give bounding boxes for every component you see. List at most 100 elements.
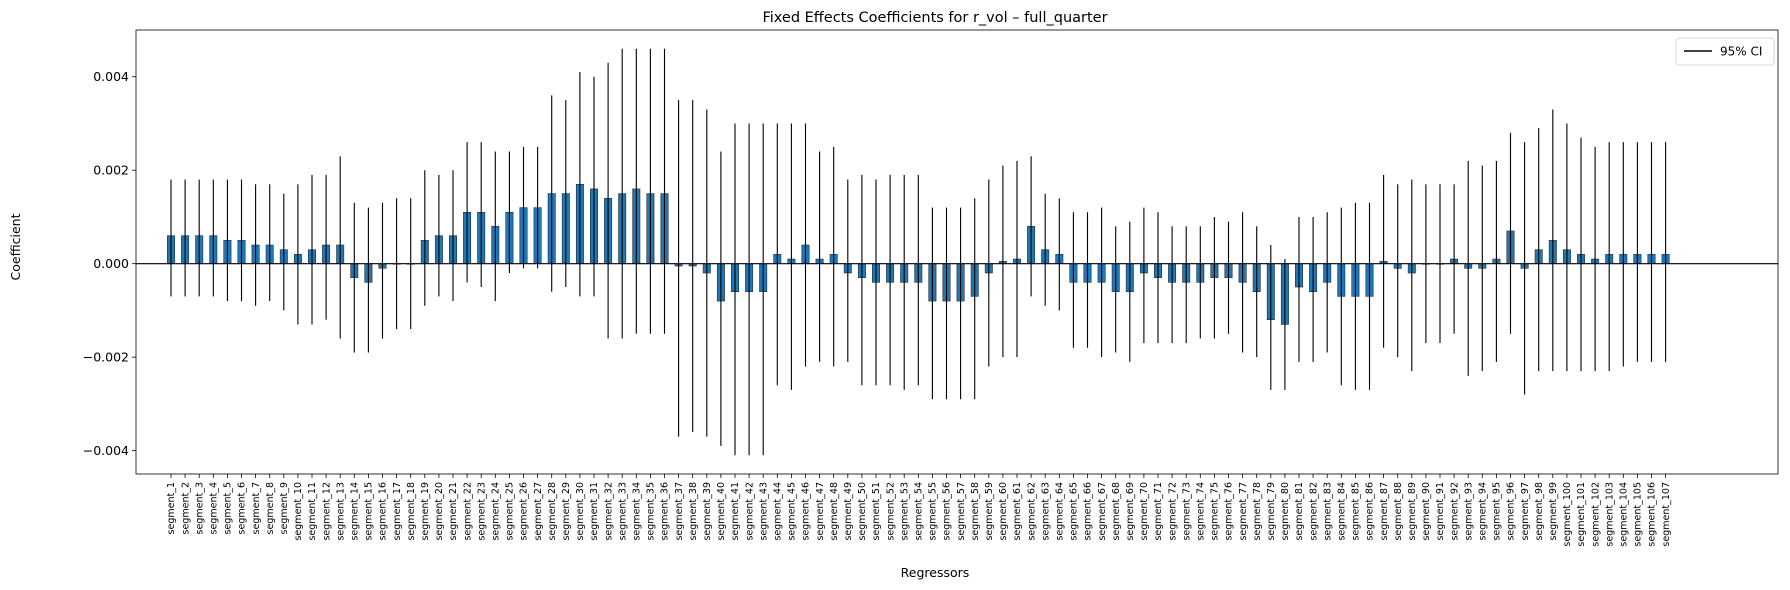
x-tick-label-segment_86: segment_86	[1365, 482, 1376, 541]
x-tick-label-segment_77: segment_77	[1238, 482, 1249, 541]
x-tick-label-segment_4: segment_4	[209, 482, 220, 534]
x-tick-label-segment_29: segment_29	[561, 482, 572, 541]
x-tick-label-segment_100: segment_100	[1562, 482, 1573, 547]
x-tick-label-segment_82: segment_82	[1308, 482, 1319, 541]
x-tick-label-segment_66: segment_66	[1083, 482, 1094, 541]
x-tick-label-segment_51: segment_51	[871, 482, 882, 541]
x-tick-label-segment_53: segment_53	[899, 482, 910, 541]
x-tick-label-segment_6: segment_6	[237, 482, 248, 534]
x-tick-label-segment_24: segment_24	[491, 482, 502, 541]
x-tick-label-segment_95: segment_95	[1492, 482, 1503, 541]
x-tick-label-segment_32: segment_32	[603, 482, 614, 541]
x-tick-label-segment_80: segment_80	[1280, 482, 1291, 541]
x-tick-label-segment_57: segment_57	[956, 482, 967, 541]
x-tick-label-segment_84: segment_84	[1337, 482, 1348, 541]
x-tick-label-segment_99: segment_99	[1548, 482, 1559, 541]
x-tick-label-segment_34: segment_34	[632, 482, 643, 541]
plot-frame	[135, 29, 1779, 475]
x-tick-label-segment_74: segment_74	[1196, 482, 1207, 541]
x-tick-label-segment_71: segment_71	[1153, 482, 1164, 541]
x-tick-label-segment_45: segment_45	[787, 482, 798, 541]
x-tick-label-segment_12: segment_12	[321, 482, 332, 541]
x-tick-label-segment_21: segment_21	[448, 482, 459, 541]
x-tick-label-segment_11: segment_11	[307, 482, 318, 541]
x-tick-label-segment_73: segment_73	[1181, 482, 1192, 541]
x-tick-label-segment_52: segment_52	[885, 482, 896, 541]
y-tick-label: 0.000	[93, 256, 129, 271]
x-tick-label-segment_102: segment_102	[1590, 482, 1601, 547]
x-tick-label-segment_94: segment_94	[1478, 482, 1489, 541]
x-tick-label-segment_78: segment_78	[1252, 482, 1263, 541]
x-tick-label-segment_7: segment_7	[251, 482, 262, 534]
x-tick-label-segment_65: segment_65	[1069, 482, 1080, 541]
x-tick-label-segment_30: segment_30	[575, 482, 586, 541]
x-tick-label-segment_17: segment_17	[392, 482, 403, 541]
x-tick-label-segment_35: segment_35	[646, 482, 657, 541]
x-tick-label-segment_9: segment_9	[279, 482, 290, 534]
x-tick-label-segment_27: segment_27	[533, 482, 544, 541]
y-axis: −0.004 −0.002 0.000 0.002 0.004	[83, 69, 136, 458]
x-tick-label-segment_83: segment_83	[1322, 482, 1333, 541]
x-tick-label-segment_25: segment_25	[505, 482, 516, 541]
x-tick-label-segment_37: segment_37	[674, 482, 685, 541]
x-tick-label-segment_28: segment_28	[547, 482, 558, 541]
x-axis-label: Regressors	[901, 565, 970, 580]
x-axis: segment_1 segment_2 segment_3 segment_4 segm…	[166, 474, 1672, 547]
x-tick-label-segment_50: segment_50	[857, 482, 868, 541]
x-tick-label-segment_64: segment_64	[1055, 482, 1066, 541]
x-tick-label-segment_22: segment_22	[462, 482, 473, 541]
x-tick-label-segment_97: segment_97	[1520, 482, 1531, 541]
x-tick-label-segment_96: segment_96	[1506, 482, 1517, 541]
x-tick-label-segment_107: segment_107	[1661, 482, 1672, 547]
x-tick-label-segment_69: segment_69	[1125, 482, 1136, 541]
x-tick-label-segment_2: segment_2	[180, 482, 191, 534]
x-tick-label-segment_8: segment_8	[265, 482, 276, 534]
x-tick-label-segment_75: segment_75	[1210, 482, 1221, 541]
x-tick-label-segment_20: segment_20	[434, 482, 445, 541]
x-tick-label-segment_15: segment_15	[364, 482, 375, 541]
x-tick-label-segment_48: segment_48	[829, 482, 840, 541]
x-tick-label-segment_26: segment_26	[519, 482, 530, 541]
x-tick-label-segment_106: segment_106	[1647, 482, 1658, 547]
x-tick-label-segment_85: segment_85	[1351, 482, 1362, 541]
x-tick-label-segment_98: segment_98	[1534, 482, 1545, 541]
x-tick-label-segment_103: segment_103	[1604, 482, 1615, 547]
x-tick-label-segment_18: segment_18	[406, 482, 417, 541]
x-tick-label-segment_81: segment_81	[1294, 482, 1305, 541]
x-tick-label-segment_105: segment_105	[1633, 482, 1644, 547]
x-tick-label-segment_43: segment_43	[758, 482, 769, 541]
x-tick-label-segment_10: segment_10	[293, 482, 304, 541]
x-tick-label-segment_56: segment_56	[942, 482, 953, 541]
y-tick-label: −0.002	[83, 350, 129, 365]
y-tick-label: 0.004	[93, 69, 129, 84]
x-tick-label-segment_59: segment_59	[984, 482, 995, 541]
legend-box	[1675, 37, 1775, 66]
x-tick-label-segment_14: segment_14	[350, 482, 361, 541]
x-tick-label-segment_39: segment_39	[702, 482, 713, 541]
x-tick-label-segment_36: segment_36	[660, 482, 671, 541]
ci-errorbars	[170, 48, 1667, 456]
x-tick-label-segment_67: segment_67	[1097, 482, 1108, 541]
x-tick-label-segment_87: segment_87	[1379, 482, 1390, 541]
x-tick-label-segment_101: segment_101	[1576, 482, 1587, 547]
x-tick-label-segment_40: segment_40	[716, 482, 727, 541]
x-tick-label-segment_44: segment_44	[773, 482, 784, 541]
legend-label: 95% CI	[1720, 45, 1762, 59]
x-tick-label-segment_93: segment_93	[1463, 482, 1474, 541]
x-tick-label-segment_3: segment_3	[194, 482, 205, 534]
x-tick-label-segment_13: segment_13	[335, 482, 346, 541]
x-tick-label-segment_41: segment_41	[730, 482, 741, 541]
x-tick-label-segment_38: segment_38	[688, 482, 699, 541]
x-tick-label-segment_16: segment_16	[378, 482, 389, 541]
x-tick-label-segment_63: segment_63	[1040, 482, 1051, 541]
x-tick-label-segment_5: segment_5	[223, 482, 234, 534]
chart-title: Fixed Effects Coefficients for r_vol – f…	[762, 10, 1107, 26]
x-tick-label-segment_62: segment_62	[1026, 482, 1037, 541]
x-tick-label-segment_60: segment_60	[998, 482, 1009, 541]
x-tick-label-segment_23: segment_23	[476, 482, 487, 541]
x-tick-label-segment_61: segment_61	[1012, 482, 1023, 541]
x-tick-label-segment_90: segment_90	[1421, 482, 1432, 541]
x-tick-label-segment_92: segment_92	[1449, 482, 1460, 541]
legend: 95% CI	[1675, 37, 1775, 66]
